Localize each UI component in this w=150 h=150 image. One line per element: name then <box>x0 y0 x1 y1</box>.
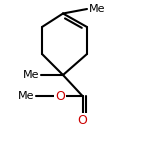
Text: O: O <box>55 90 65 102</box>
Text: Me: Me <box>88 4 105 14</box>
Text: Me: Me <box>22 70 39 80</box>
Text: O: O <box>78 114 87 126</box>
Text: Me: Me <box>18 91 34 101</box>
